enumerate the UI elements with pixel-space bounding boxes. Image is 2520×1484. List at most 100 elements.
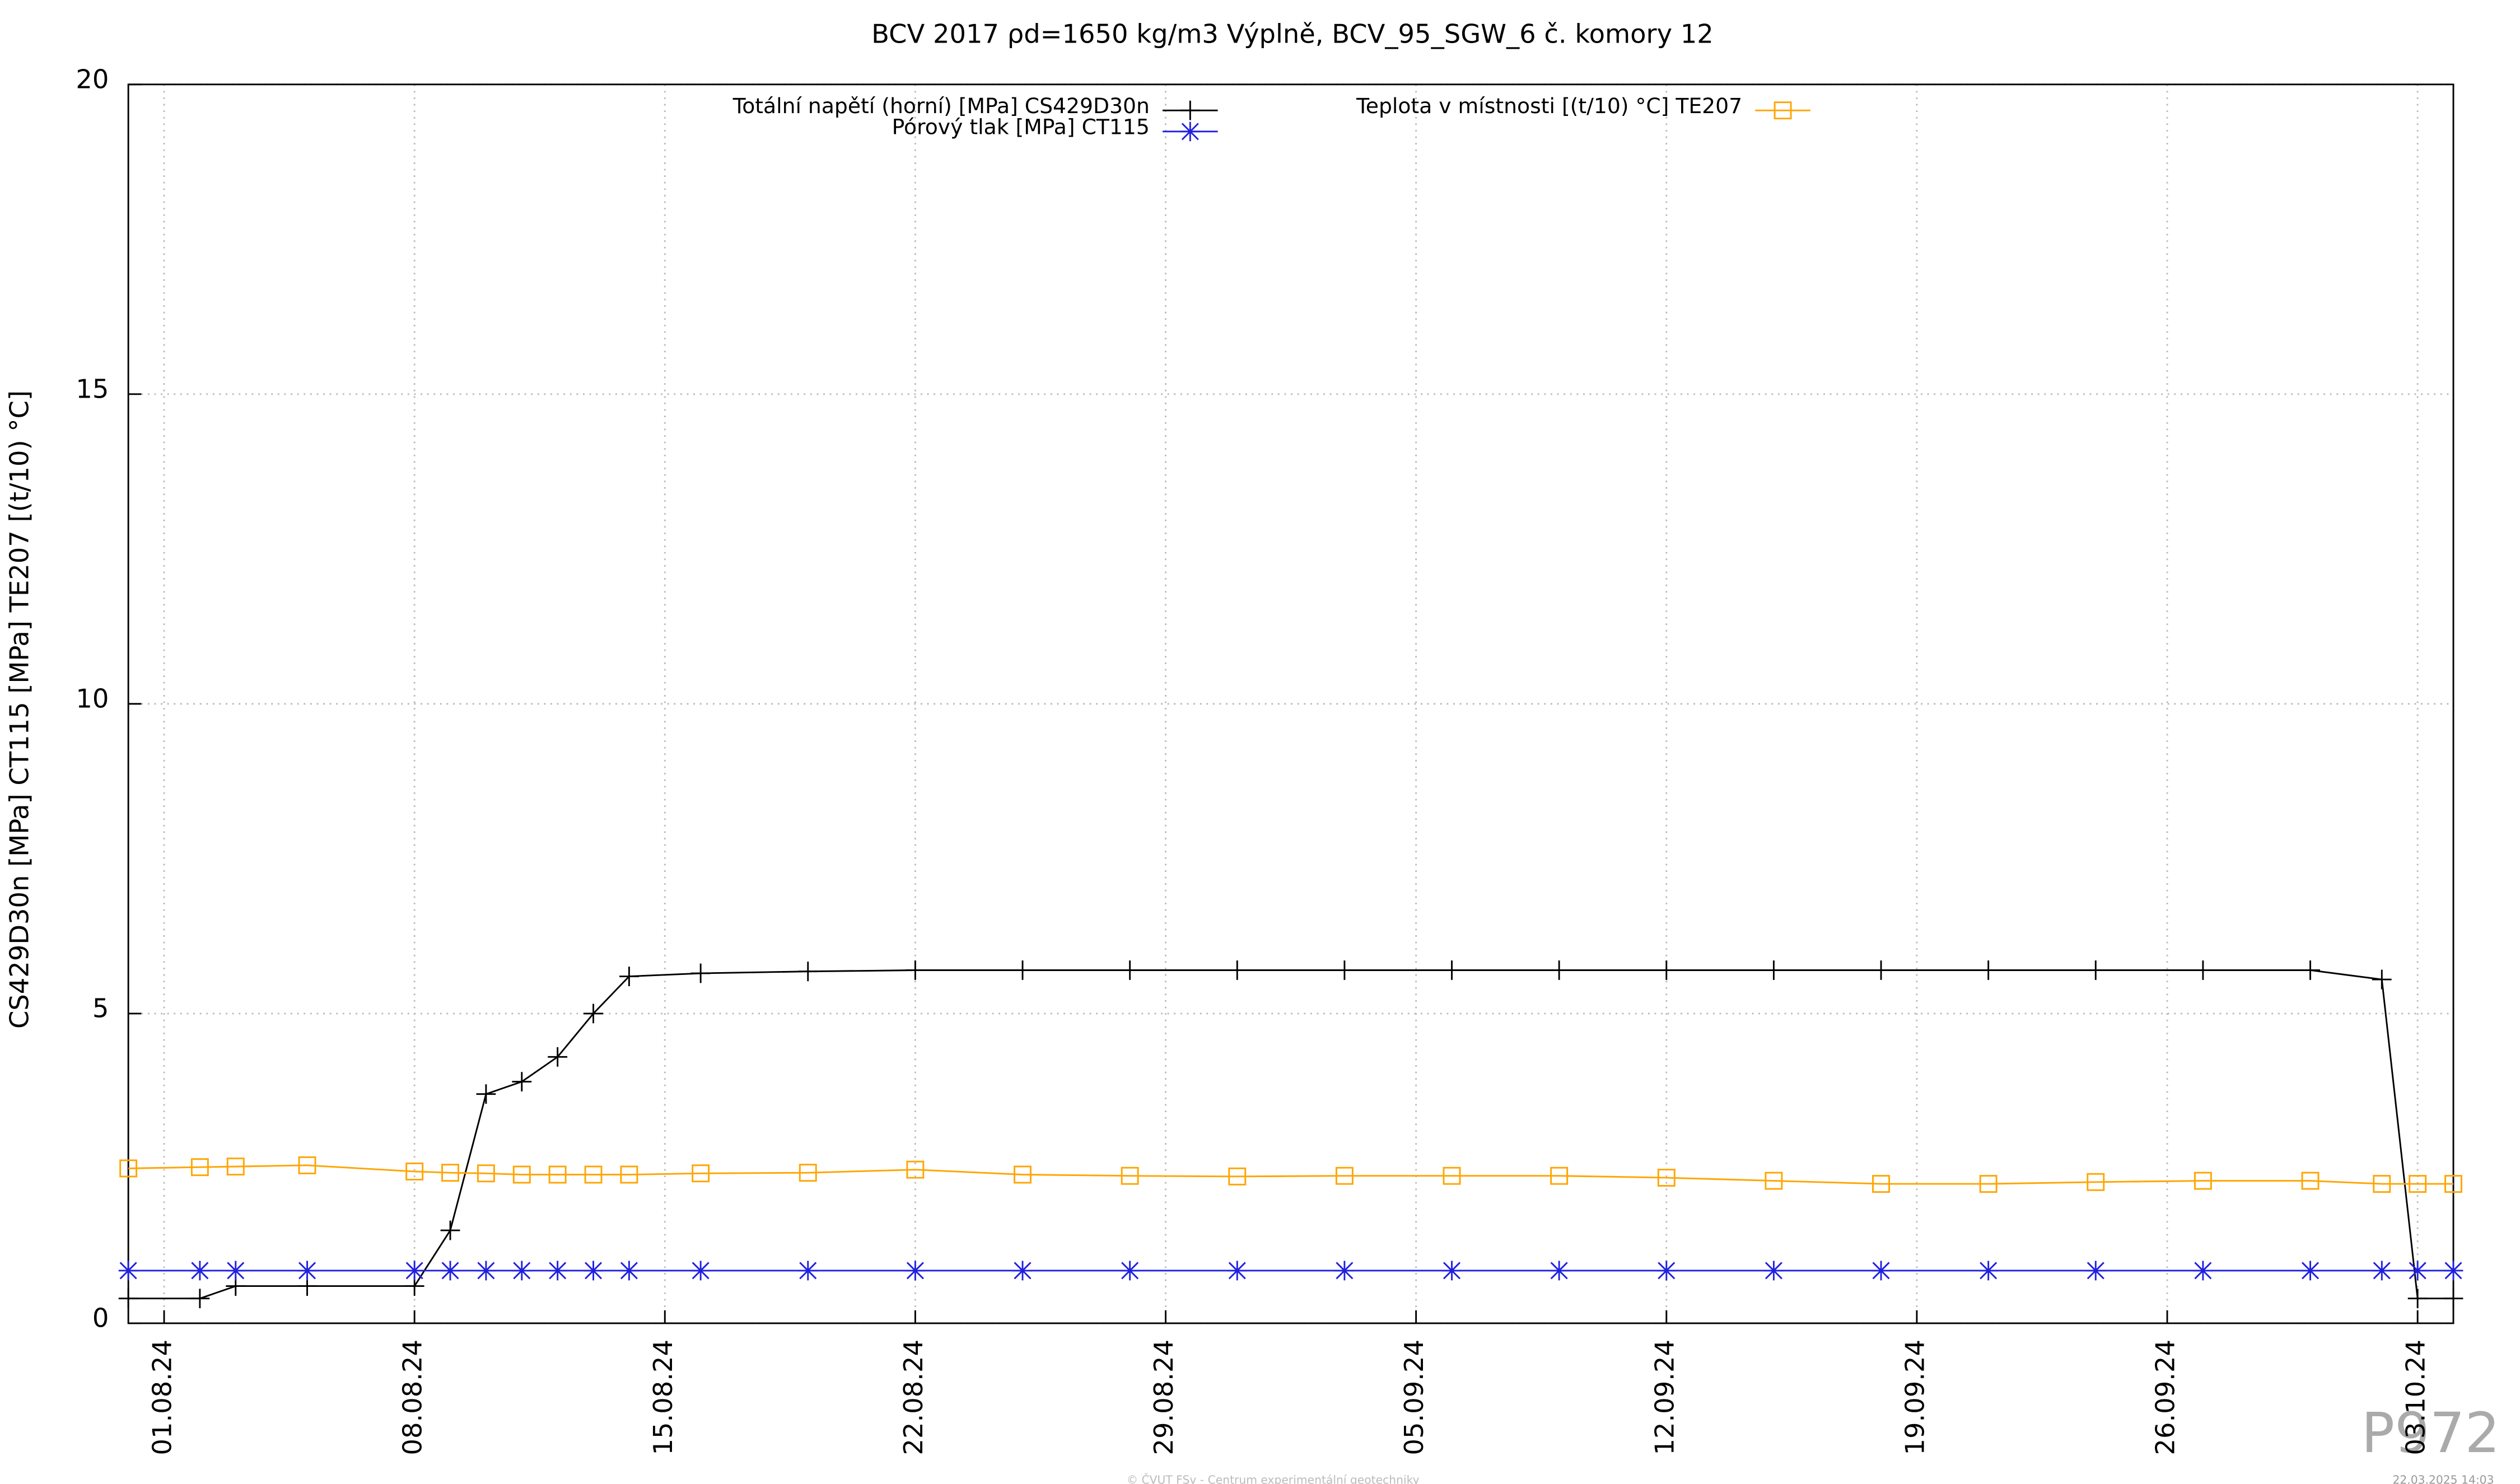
marker [2300,1261,2320,1281]
marker [799,1164,817,1182]
marker [1334,960,1355,980]
y-tick-label: 0 [92,1303,109,1333]
x-tick-label: 29.08.24 [1149,1340,1179,1455]
marker [476,1084,496,1104]
marker [1227,1261,1247,1281]
marker [1012,960,1033,980]
marker [440,1220,460,1240]
marker [404,1261,424,1281]
y-tick-label: 5 [92,993,109,1024]
x-tick-label: 22.08.24 [898,1340,928,1455]
x-tick-label: 15.08.24 [648,1340,678,1455]
marker [1550,1166,1569,1185]
marker [692,1164,710,1183]
plot-frame [127,83,2454,1324]
marker [2301,1172,2320,1190]
marker [1979,1175,1998,1193]
marker [297,1261,317,1281]
marker [2372,1261,2392,1281]
marker [1765,1172,1783,1190]
marker [2373,1175,2391,1193]
marker [405,1163,424,1180]
marker [512,1072,532,1091]
plot-id: P972 [2362,1402,2500,1466]
marker [1334,1261,1355,1281]
timestamp: 22.03.2025 14:03 [2392,1473,2494,1484]
marker [512,1261,532,1281]
y-tick-label: 20 [76,64,109,94]
marker [119,1159,138,1178]
marker [190,1261,210,1281]
marker [2444,1175,2462,1193]
copyright: © ČVUT FSv - Centrum experimentální geot… [1127,1473,1420,1484]
marker [2085,960,2106,980]
marker [298,1156,316,1174]
marker [798,962,818,982]
legend-label: Pórový tlak [MPa] CT115 [892,115,1150,139]
marker [584,1004,603,1024]
marker [2407,1261,2428,1281]
y-tick-label: 10 [76,684,109,714]
marker [906,960,925,980]
x-tick-label: 03.10.24 [2401,1340,2431,1455]
legend-label: Totální napětí (horní) [MPa] CS429D30n [732,94,1150,118]
marker [1121,1166,1139,1185]
marker [1656,960,1677,980]
marker [1335,1166,1354,1185]
marker [1442,960,1462,980]
marker [1871,1261,1891,1281]
marker [2194,1172,2212,1190]
marker [226,1158,245,1176]
marker [512,1165,531,1184]
marker [118,1289,138,1309]
marker [2085,1261,2106,1281]
marker [1978,1261,1999,1281]
marker [548,1047,568,1067]
legend-marker [1180,100,1200,120]
marker [1120,1261,1140,1281]
x-tick-label: 01.08.24 [147,1340,178,1455]
marker [1657,1169,1676,1187]
series-line [128,1164,2454,1185]
x-tick-label: 12.09.24 [1649,1340,1679,1455]
x-tick-label: 26.09.24 [2150,1340,2181,1455]
marker [906,1160,925,1179]
marker [1656,1261,1677,1281]
marker [2300,960,2320,980]
marker [440,1261,460,1281]
marker [1228,1167,1247,1186]
marker [798,1261,818,1281]
marker [2409,1175,2427,1193]
x-tick-label: 08.08.24 [398,1340,428,1455]
marker [1442,1261,1462,1281]
chart-title: BCV 2017 ρd=1650 kg/m3 Výplně, BCV_95_SG… [871,18,1714,49]
marker [1443,1166,1461,1185]
marker [1978,960,1999,980]
marker [584,1165,603,1184]
marker [1549,1261,1569,1281]
marker [1764,960,1784,980]
legend-marker [1180,122,1200,142]
series-line [128,969,2454,1300]
marker [548,1261,568,1281]
marker [1871,960,1891,980]
marker [906,1261,925,1281]
marker [690,963,711,983]
marker [118,1261,138,1281]
legend-label: Teplota v místnosti [(t/10) °C] TE207 [1356,94,1742,118]
marker [1764,1261,1784,1281]
x-tick-label: 19.09.24 [1900,1340,1930,1455]
marker [441,1164,459,1182]
marker [1872,1175,1890,1193]
marker [2372,969,2392,990]
marker [1549,960,1569,980]
marker [548,1165,567,1184]
x-tick-label: 05.09.24 [1399,1340,1429,1455]
marker [620,1165,638,1184]
marker [2443,1261,2463,1281]
marker [2193,960,2213,980]
marker [190,1289,210,1309]
y-axis-label: CS429D30n [MPa] CT115 [MPa] TE207 [(t/10… [4,390,34,1029]
